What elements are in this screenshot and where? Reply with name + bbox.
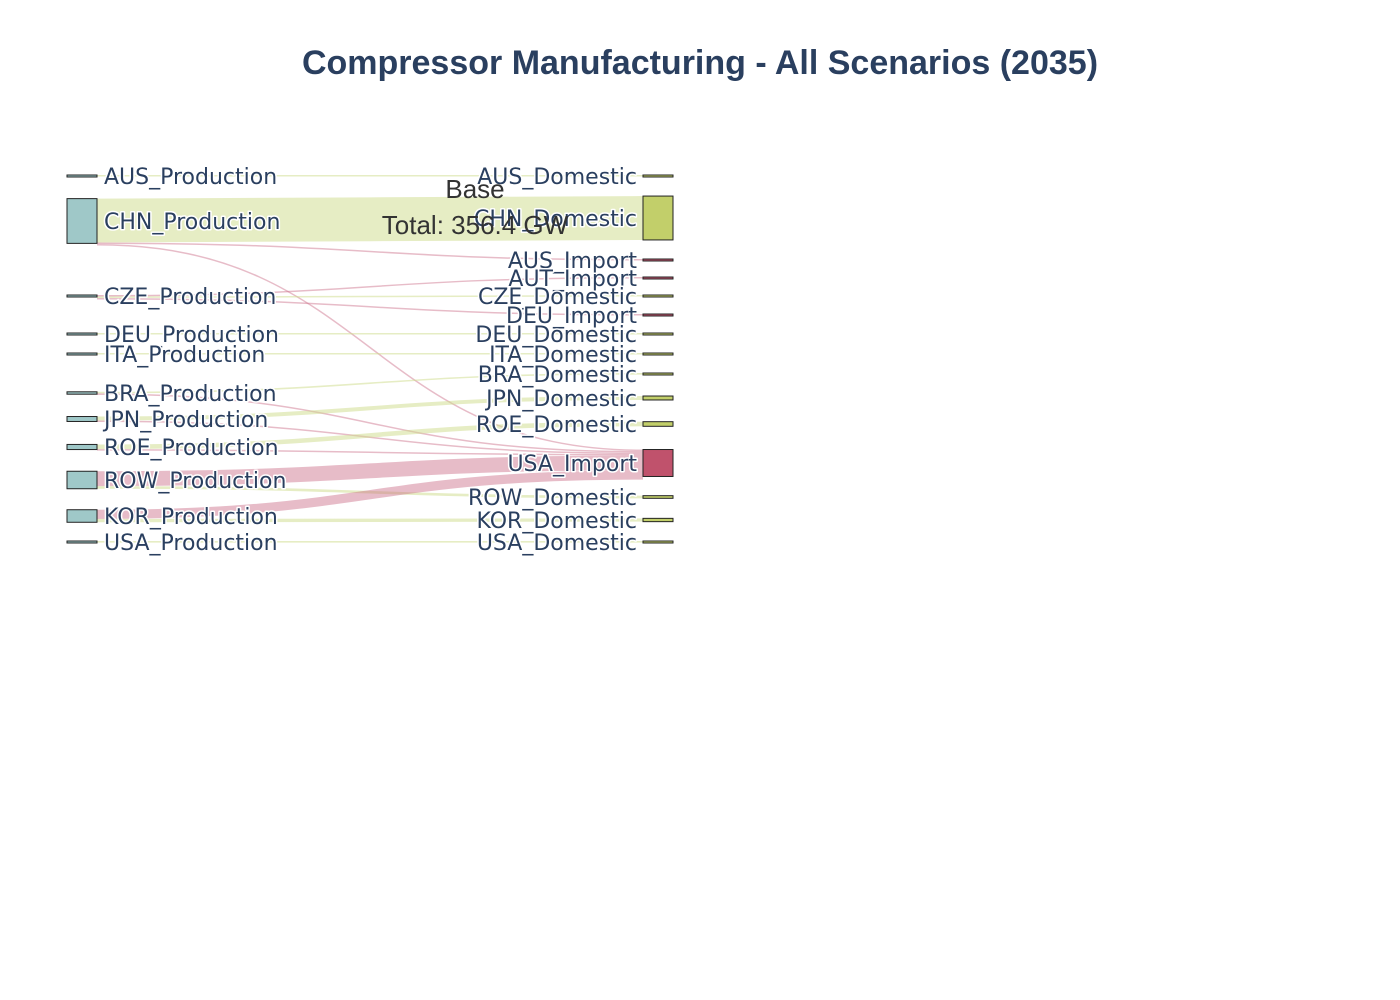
label-roe-domestic: ROE_Domestic (476, 413, 637, 438)
link-jpn-production-to-jpn-domestic[interactable] (96, 396, 644, 421)
label-aut-import: AUT_Import (508, 267, 637, 292)
label-cze-domestic: CZE_Domestic (478, 285, 637, 310)
node-jpn-production[interactable] (66, 416, 98, 422)
node-deu-domestic[interactable] (642, 332, 674, 336)
label-jpn-production: JPN_Production (102, 408, 268, 433)
label-cze-production: CZE_Production (104, 285, 276, 310)
label-row-production: ROW_Production (104, 469, 286, 494)
label-aus-domestic: AUS_Domestic (477, 165, 637, 190)
node-deu-production[interactable] (66, 332, 98, 336)
label-ita-production: ITA_Production (104, 343, 265, 368)
links-layer (96, 174, 644, 543)
label-roe-production: ROE_Production (104, 436, 279, 461)
label-row-domestic: ROW_Domestic (468, 486, 637, 511)
node-row-domestic[interactable] (642, 495, 674, 499)
link-chn-production-to-chn-domestic[interactable] (96, 196, 644, 243)
node-roe-domestic[interactable] (642, 421, 674, 427)
node-jpn-domestic[interactable] (642, 395, 674, 401)
nodes-layer (66, 174, 674, 544)
node-ita-production[interactable] (66, 352, 98, 356)
node-deu-import[interactable] (642, 313, 674, 317)
label-aus-production: AUS_Production (104, 165, 277, 190)
label-kor-domestic: KOR_Domestic (477, 509, 638, 534)
link-roe-production-to-usa-import[interactable] (96, 449, 644, 456)
node-aus-import[interactable] (642, 258, 674, 262)
labels-layer: AUS_Production CHN_Production CZE_Producti… (101, 164, 639, 558)
label-chn-domestic: CHN_Domestic (474, 207, 637, 232)
label-kor-production: KOR_Production (104, 505, 278, 530)
link-cze-production-to-cze-domestic[interactable] (96, 295, 644, 298)
label-usa-production: USA_Production (104, 531, 278, 556)
label-aus-import: AUS_Import (508, 249, 638, 274)
link-cze-production-to-deu-import[interactable] (96, 298, 644, 316)
node-ita-domestic[interactable] (642, 352, 674, 356)
link-kor-production-to-usa-import[interactable] (96, 470, 644, 519)
link-roe-production-to-roe-domestic[interactable] (96, 421, 644, 450)
link-cze-production-to-aut-import[interactable] (96, 277, 644, 297)
label-usa-domestic: USA_Domestic (477, 531, 637, 556)
node-bra-domestic[interactable] (642, 372, 674, 376)
node-chn-production[interactable] (66, 198, 98, 244)
node-kor-production[interactable] (66, 509, 98, 523)
link-bra-production-to-bra-domestic[interactable] (96, 373, 644, 394)
node-bra-production[interactable] (66, 391, 98, 395)
label-bra-production: BRA_Production (104, 382, 277, 407)
node-usa-domestic[interactable] (642, 540, 674, 544)
node-aut-import[interactable] (642, 276, 674, 280)
total-annotation: Total: 356.4 GW (382, 210, 569, 240)
node-usa-import[interactable] (642, 449, 674, 477)
link-row-production-to-row-domestic[interactable] (96, 486, 644, 499)
link-kor-production-to-kor-domestic[interactable] (96, 518, 644, 523)
label-ita-domestic: ITA_Domestic (489, 343, 637, 368)
label-jpn-domestic: JPN_Domestic (484, 387, 637, 412)
link-chn-production-to-aus-import[interactable] (96, 242, 644, 261)
label-deu-import: DEU_Import (506, 304, 637, 329)
node-usa-production[interactable] (66, 540, 98, 544)
node-cze-domestic[interactable] (642, 294, 674, 298)
label-usa-import: USA_Import (507, 452, 637, 477)
scenario-annotation: Base (445, 174, 504, 204)
label-chn-production: CHN_Production (104, 210, 280, 235)
node-chn-domestic[interactable] (642, 195, 674, 241)
node-aus-domestic[interactable] (642, 174, 674, 178)
node-roe-production[interactable] (66, 443, 98, 451)
node-aus-production[interactable] (66, 174, 98, 178)
label-deu-production: DEU_Production (104, 323, 279, 348)
chart-title: Compressor Manufacturing - All Scenarios… (301, 44, 1099, 82)
node-row-production[interactable] (66, 470, 98, 490)
node-kor-domestic[interactable] (642, 517, 674, 523)
label-bra-domestic: BRA_Domestic (478, 363, 637, 388)
label-deu-domestic: DEU_Domestic (475, 323, 637, 348)
link-row-production-to-usa-import[interactable] (96, 455, 644, 487)
node-cze-production[interactable] (66, 294, 98, 298)
link-chn-production-to-usa-import[interactable] (96, 244, 644, 452)
link-bra-production-to-usa-import[interactable] (96, 393, 644, 453)
